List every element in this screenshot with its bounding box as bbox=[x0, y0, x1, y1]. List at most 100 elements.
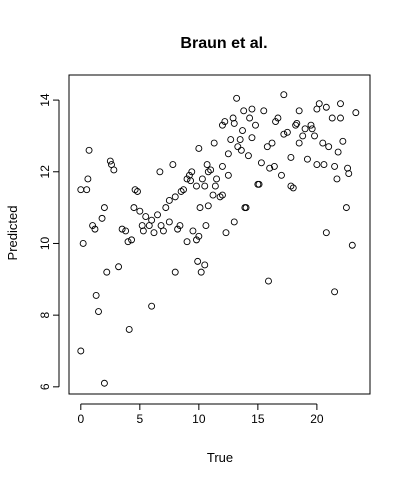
y-tick-label: 12 bbox=[38, 165, 52, 179]
scatter-point bbox=[315, 100, 323, 108]
scatter-point bbox=[139, 227, 147, 235]
scatter-point bbox=[337, 114, 344, 122]
scatter-point bbox=[103, 268, 111, 276]
scatter-point bbox=[136, 207, 144, 215]
scatter-point bbox=[234, 143, 242, 151]
scatter-point bbox=[333, 175, 341, 183]
scatter-point bbox=[100, 379, 108, 387]
scatter-point bbox=[278, 171, 285, 179]
scatter-point bbox=[313, 161, 321, 169]
scatter-point bbox=[293, 119, 301, 127]
y-tick-label: 10 bbox=[38, 236, 52, 250]
plot-frame bbox=[68, 74, 371, 395]
scatter-point bbox=[301, 125, 309, 133]
scatter-point bbox=[280, 130, 288, 138]
scatter-point bbox=[196, 204, 204, 212]
scatter-point bbox=[230, 119, 238, 127]
scatter-point bbox=[236, 136, 244, 143]
data-points bbox=[77, 91, 360, 387]
scatter-point bbox=[122, 227, 130, 235]
scatter-point bbox=[260, 107, 268, 115]
scatter-point bbox=[237, 146, 245, 154]
scatter-point bbox=[328, 114, 336, 122]
scatter-point bbox=[209, 191, 217, 199]
scatter-point bbox=[118, 225, 126, 233]
scatter-point bbox=[134, 188, 141, 195]
y-axis: 6 8 10 12 14 bbox=[38, 93, 60, 390]
scatter-point bbox=[194, 257, 202, 265]
scatter-point bbox=[203, 161, 211, 169]
scatter-point bbox=[263, 143, 271, 151]
scatter-point bbox=[183, 175, 191, 183]
scatter-point bbox=[174, 225, 182, 233]
x-tick-label: 10 bbox=[192, 412, 206, 426]
scatter-point bbox=[211, 182, 219, 190]
scatter-point bbox=[257, 159, 265, 167]
scatter-point bbox=[308, 125, 316, 133]
scatter-point bbox=[106, 157, 114, 165]
scatter-point bbox=[252, 121, 259, 129]
x-axis: 0 5 10 15 20 bbox=[77, 403, 324, 426]
scatter-point bbox=[322, 103, 330, 111]
scatter-point bbox=[162, 204, 170, 212]
scatter-point bbox=[219, 121, 226, 129]
scatter-point bbox=[266, 164, 274, 172]
scatter-point bbox=[95, 308, 102, 316]
scatter-point bbox=[165, 196, 173, 204]
scatter-point bbox=[274, 114, 282, 122]
scatter-point bbox=[195, 232, 203, 240]
scatter-point bbox=[331, 162, 339, 170]
scatter-point bbox=[270, 162, 278, 170]
scatter-point bbox=[233, 94, 241, 102]
scatter-point bbox=[311, 132, 318, 140]
y-tick-label: 8 bbox=[38, 311, 52, 318]
scatter-point bbox=[98, 214, 106, 222]
scatter-point bbox=[280, 91, 288, 99]
scatter-point bbox=[148, 302, 156, 310]
scatter-point bbox=[83, 186, 91, 194]
scatter-point bbox=[240, 107, 248, 115]
scatter-point bbox=[202, 222, 210, 229]
scatter-point bbox=[339, 137, 347, 145]
scatter-point bbox=[242, 204, 250, 212]
scatter-point bbox=[219, 162, 226, 170]
scatter-point bbox=[244, 152, 252, 160]
scatter-point bbox=[248, 134, 256, 142]
scatter-point bbox=[77, 186, 85, 194]
scatter-point bbox=[171, 193, 179, 201]
scatter-point bbox=[227, 136, 235, 143]
scatter-point bbox=[79, 240, 87, 247]
scatter-point bbox=[193, 236, 200, 244]
scatter-point bbox=[325, 143, 333, 151]
scatter-point bbox=[77, 347, 85, 355]
scatter-point bbox=[187, 177, 195, 185]
scatter-point bbox=[201, 182, 209, 190]
scatter-point bbox=[124, 238, 132, 246]
scatter-point bbox=[198, 175, 206, 183]
x-tick-label: 0 bbox=[77, 412, 84, 426]
scatter-point bbox=[224, 150, 232, 158]
scatter-point bbox=[171, 268, 179, 276]
scatter-point bbox=[331, 288, 339, 296]
x-tick-label: 5 bbox=[136, 412, 143, 426]
scatter-point bbox=[150, 229, 158, 237]
scatter-point bbox=[142, 213, 150, 221]
scatter-point bbox=[337, 100, 344, 108]
scatter-point bbox=[189, 227, 197, 235]
x-axis-label: True bbox=[207, 450, 233, 465]
scatter-point bbox=[125, 326, 133, 333]
x-tick-label: 20 bbox=[310, 412, 324, 426]
scatter-point bbox=[319, 139, 327, 147]
scatter-point bbox=[148, 216, 156, 224]
scatter-point bbox=[92, 291, 100, 299]
scatter-point bbox=[110, 166, 118, 174]
scatter-point bbox=[342, 204, 350, 212]
scatter-point bbox=[287, 153, 295, 161]
y-tick-label: 6 bbox=[38, 383, 52, 390]
y-tick-label: 14 bbox=[38, 93, 52, 107]
scatter-point bbox=[219, 191, 226, 199]
scatter-point bbox=[239, 127, 246, 135]
scatter-point bbox=[201, 261, 209, 269]
scatter-point bbox=[195, 145, 203, 152]
